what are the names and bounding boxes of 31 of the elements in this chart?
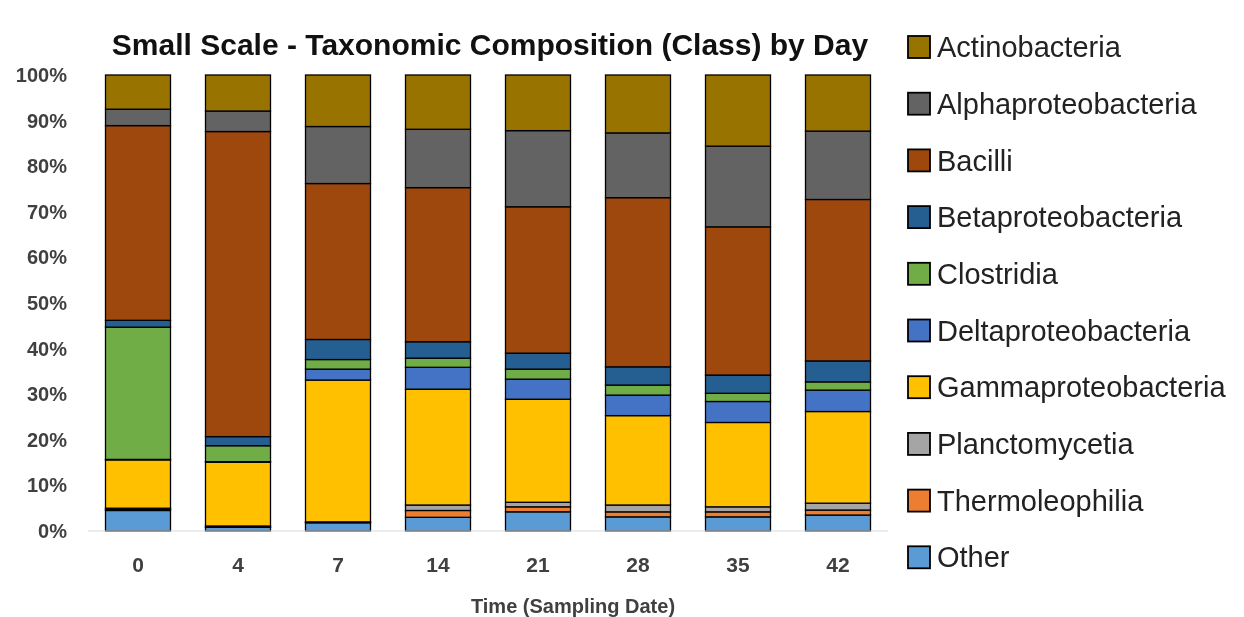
x-tick-label: 14 bbox=[426, 553, 450, 577]
y-tick-label: 100% bbox=[15, 64, 68, 86]
x-tick-label: 42 bbox=[826, 553, 850, 577]
legend-label: Planctomycetia bbox=[937, 428, 1135, 461]
y-tick-label: 40% bbox=[26, 337, 68, 360]
legend-label: Actinobacteria bbox=[937, 31, 1122, 64]
y-tick-label: 0% bbox=[38, 520, 68, 542]
legend-label: Bacilli bbox=[937, 144, 1013, 177]
x-tick-label: 4 bbox=[232, 553, 245, 577]
x-tick-label: 21 bbox=[526, 553, 550, 577]
legend-label: Clostridia bbox=[937, 257, 1059, 290]
y-tick-label: 80% bbox=[26, 155, 68, 178]
legend-label: Other bbox=[937, 541, 1010, 574]
x-tick-label: 35 bbox=[726, 553, 750, 577]
x-axis-title: Time (Sampling Date) bbox=[470, 595, 676, 617]
legend-label: Thermoleophilia bbox=[937, 484, 1145, 517]
y-tick-label: 30% bbox=[26, 383, 68, 406]
x-tick-label: 7 bbox=[332, 553, 344, 577]
legend-label: Betaproteobacteria bbox=[937, 201, 1183, 234]
y-tick-label: 20% bbox=[26, 428, 68, 451]
y-tick-label: 70% bbox=[26, 200, 68, 223]
chart-title: Small Scale - Taxonomic Composition (Class) by Day bbox=[111, 28, 869, 61]
y-tick-label: 50% bbox=[26, 292, 68, 314]
x-tick-label: 28 bbox=[626, 553, 650, 577]
y-tick-label: 10% bbox=[26, 474, 68, 497]
legend-label: Deltaproteobacteria bbox=[937, 314, 1191, 347]
y-tick-label: 60% bbox=[26, 246, 68, 269]
x-tick-label: 0 bbox=[132, 553, 144, 577]
legend-label: Gammaproteobacteria bbox=[937, 371, 1227, 404]
legend-label: Alphaproteobacteria bbox=[937, 87, 1198, 120]
y-tick-label: 90% bbox=[26, 109, 68, 132]
